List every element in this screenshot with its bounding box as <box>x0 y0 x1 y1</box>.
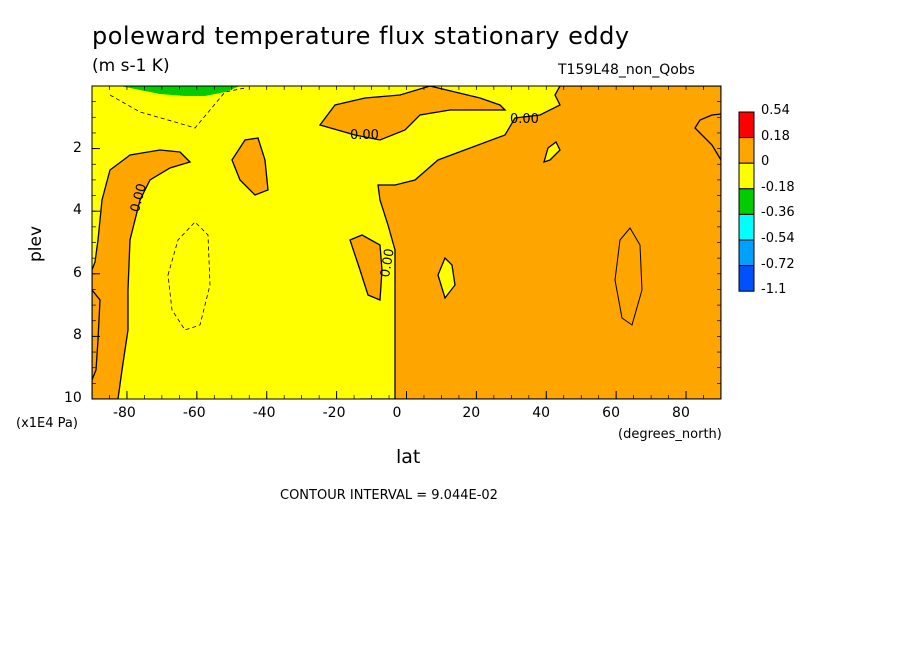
y-tick-label: 10 <box>64 390 82 406</box>
legend-level-label: -0.72 <box>761 256 795 272</box>
positive-region-southwest <box>92 288 101 381</box>
y-tick-label: 6 <box>73 264 82 281</box>
legend-swatch <box>738 188 755 215</box>
y-tick-label: 8 <box>73 327 82 344</box>
y-axis-multiplier: (x1E4 Pa) <box>16 416 78 431</box>
contour-line-east <box>614 227 643 326</box>
y-ticks <box>92 101 721 400</box>
y-tick-label: 4 <box>73 202 82 219</box>
contour-label: 0.00 <box>510 112 539 127</box>
near-zero-island-1 <box>543 141 561 164</box>
legend-swatch <box>738 213 755 241</box>
x-ticks <box>91 86 722 399</box>
contour-label: 0.00 <box>350 128 379 143</box>
x-tick-label: -40 <box>252 405 276 421</box>
legend-swatch <box>738 162 755 190</box>
legend <box>738 111 755 292</box>
positive-region-south <box>92 149 192 399</box>
y-axis-label: plev <box>26 225 46 262</box>
positive-region-top <box>318 86 507 141</box>
legend-level-label: -0.54 <box>761 231 795 246</box>
positive-region-small-1 <box>231 137 269 196</box>
x-tick-label: -60 <box>182 405 206 421</box>
chart-title: poleward temperature flux stationary edd… <box>92 22 630 50</box>
x-tick-label: 60 <box>602 405 620 421</box>
x-tick-label: -80 <box>112 405 136 421</box>
filled-contours <box>92 86 721 399</box>
x-tick-label: 0 <box>392 405 402 421</box>
contour-line-west-dashed <box>167 221 211 331</box>
legend-level-label: 0 <box>761 154 770 170</box>
run-id-label: T159L48_non_Qobs <box>558 62 695 78</box>
legend-swatch <box>738 265 755 292</box>
legend-level-label: 0.18 <box>761 128 790 144</box>
legend-swatch <box>738 137 755 164</box>
legend-swatch <box>738 111 755 139</box>
chart-units: (m s-1 K) <box>92 56 170 76</box>
legend-level-label: -0.36 <box>761 205 795 221</box>
contour-line-top-dashed <box>109 87 246 129</box>
positive-region-north <box>360 86 721 399</box>
x-tick-label: -20 <box>322 405 346 421</box>
x-tick-label: 40 <box>532 405 551 421</box>
legend-level-label: -0.18 <box>761 179 795 195</box>
legend-swatch <box>738 239 755 267</box>
legend-level-label: 0.54 <box>761 103 790 118</box>
negative-region-top <box>120 86 240 96</box>
x-tick-label: 80 <box>672 405 690 421</box>
x-axis-label: lat <box>396 446 421 468</box>
x-tick-label: 20 <box>462 405 481 421</box>
contour-interval-text: CONTOUR INTERVAL = 9.044E-02 <box>280 488 498 503</box>
near-zero-island-2 <box>437 256 456 300</box>
x-axis-units: (degrees_north) <box>618 427 722 442</box>
positive-region-small-2 <box>349 234 383 301</box>
y-tick-label: 2 <box>73 139 82 156</box>
legend-level-label: -1.1 <box>761 282 787 298</box>
